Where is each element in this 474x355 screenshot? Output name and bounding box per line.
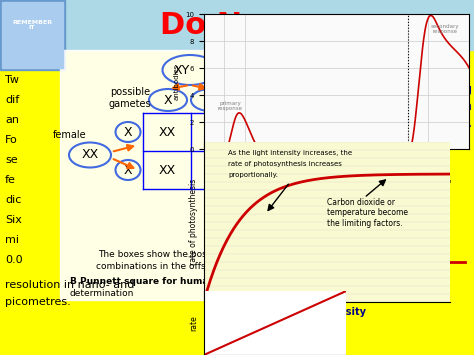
Y-axis label: rate: rate <box>189 315 198 331</box>
Bar <box>60 0 474 50</box>
Text: XY: XY <box>174 64 190 76</box>
Text: se: se <box>5 155 18 165</box>
Text: primary
response: primary response <box>218 100 243 111</box>
Bar <box>0 0 65 70</box>
Y-axis label: antibodies: antibodies <box>173 64 180 100</box>
Bar <box>2 2 63 68</box>
Text: fe: fe <box>5 175 16 185</box>
Text: second infection
with the same pathogen: second infection with the same pathogen <box>384 173 452 184</box>
Text: 0.0: 0.0 <box>5 255 23 265</box>
Text: As the light intensity increases, the: As the light intensity increases, the <box>228 150 353 156</box>
Text: REMEMBER
IT: REMEMBER IT <box>12 20 52 31</box>
Text: XX: XX <box>158 164 176 176</box>
Text: Last topic: Explain the: Last topic: Explain the <box>281 62 429 75</box>
Text: picometres.: picometres. <box>5 297 71 307</box>
Text: rate of photosynthesis increases: rate of photosynthesis increases <box>228 161 342 167</box>
Text: Do Now: Do Now <box>160 11 291 39</box>
X-axis label: Time (days): Time (days) <box>316 170 357 177</box>
Text: Six: Six <box>5 215 22 225</box>
Text: combinations in the offsprin: combinations in the offsprin <box>96 262 224 271</box>
X-axis label: light intensity: light intensity <box>288 307 366 317</box>
Text: XX: XX <box>82 148 99 162</box>
Text: determination: determination <box>70 289 134 298</box>
Text: showing: showing <box>417 83 472 96</box>
Text: Fo: Fo <box>5 135 18 145</box>
Text: possible
gametes: possible gametes <box>109 87 151 109</box>
Text: X: X <box>124 126 132 138</box>
Bar <box>237 55 474 185</box>
Text: female: female <box>53 130 87 140</box>
Text: hesis.: hesis. <box>433 117 472 130</box>
Y-axis label: rate of photosynthesis: rate of photosynthesis <box>189 179 198 265</box>
Text: XX: XX <box>158 126 176 138</box>
Text: male: male <box>212 65 240 75</box>
Text: dif: dif <box>5 95 19 105</box>
Bar <box>60 50 310 300</box>
Text: X: X <box>164 93 173 106</box>
Text: an: an <box>5 115 19 125</box>
Text: proportionally.: proportionally. <box>228 172 278 178</box>
Text: Tw: Tw <box>5 75 19 85</box>
Text: B Punnett square for human sex: B Punnett square for human sex <box>70 277 236 286</box>
Text: Carbon dioxide or
temperature become
the limiting factors.: Carbon dioxide or temperature become the… <box>327 198 408 228</box>
Text: resolution in nano- and: resolution in nano- and <box>5 280 134 290</box>
Text: >: > <box>209 125 221 140</box>
Text: secondary
response: secondary response <box>430 24 459 34</box>
Text: X: X <box>124 164 132 176</box>
Text: >: > <box>209 163 221 178</box>
Text: Y: Y <box>206 93 214 106</box>
Text: mi: mi <box>5 235 19 245</box>
Text: dic: dic <box>5 195 21 205</box>
Text: ity on: ity on <box>434 100 472 113</box>
Text: The boxes show the possibl: The boxes show the possibl <box>98 250 222 259</box>
